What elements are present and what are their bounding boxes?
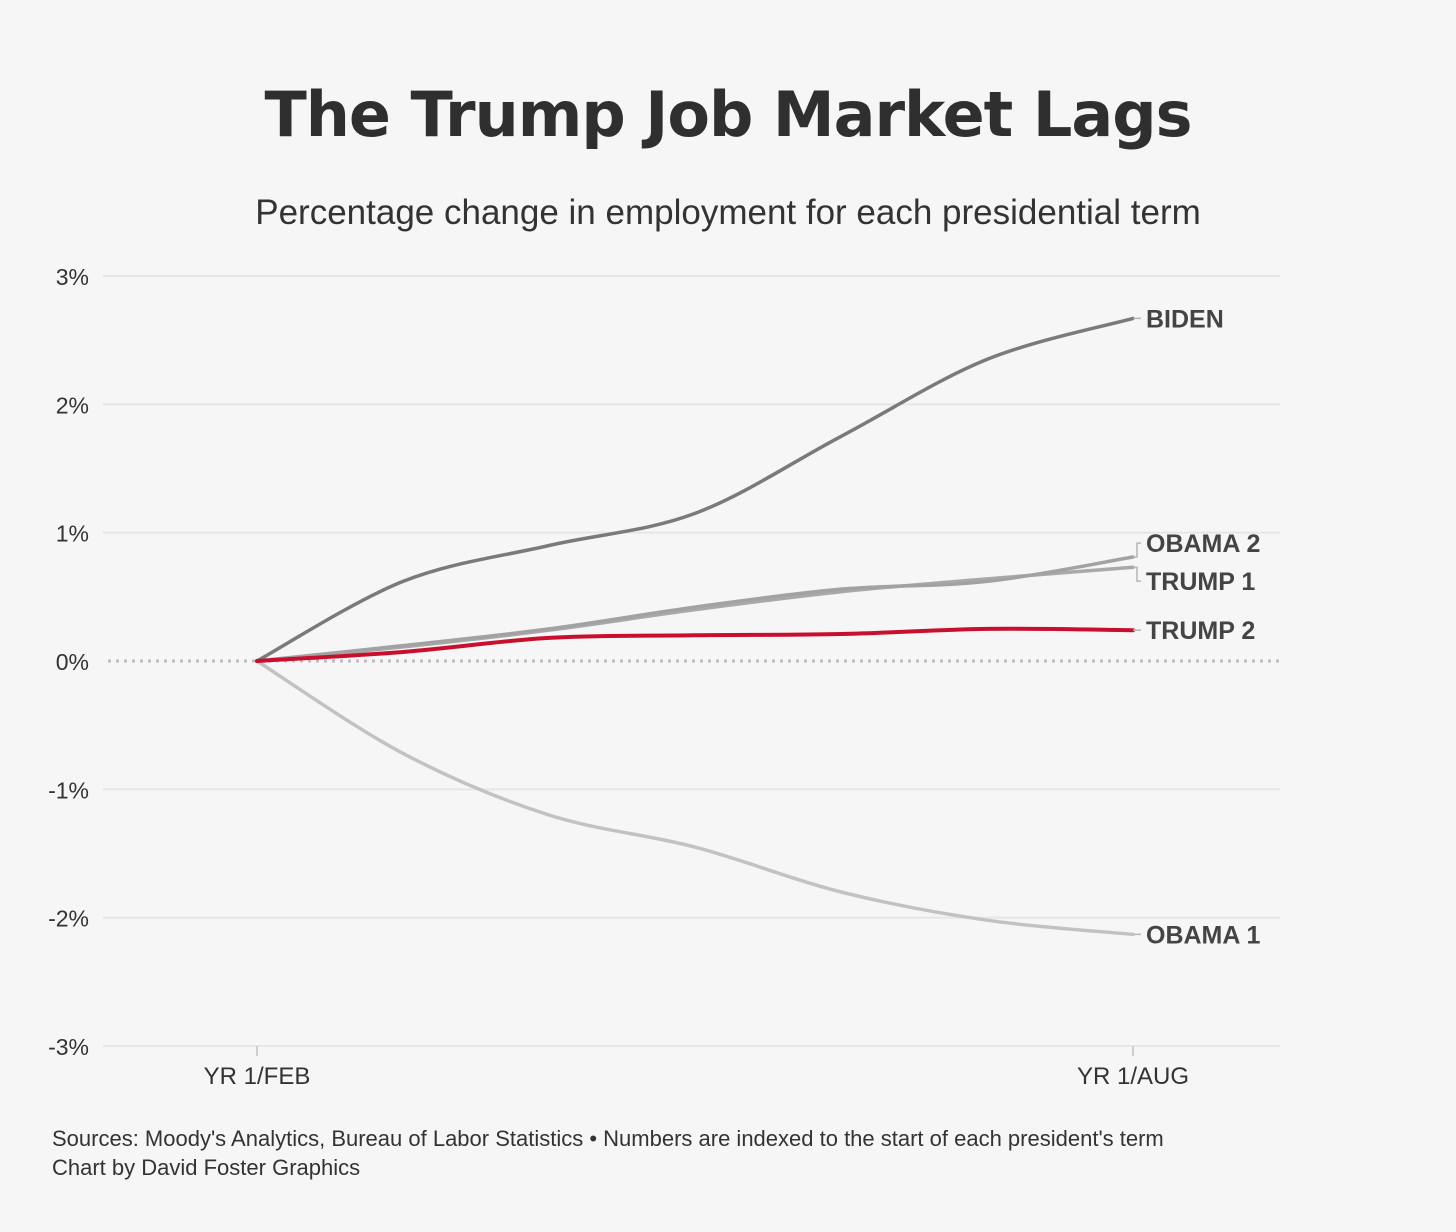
line-chart: 3% 2% 1% 0% -1% -2% -3% YR 1/FEB YR 1/AUG BIDEN…	[48, 264, 1280, 1090]
series-label-obama-1: OBAMA 1	[1133, 921, 1260, 949]
sources-note: Sources: Moody's Analytics, Bureau of La…	[52, 1126, 1164, 1151]
label-leader	[1133, 542, 1141, 558]
series-label-trump-1: TRUMP 1	[1133, 566, 1255, 596]
chart-footer: Sources: Moody's Analytics, Bureau of La…	[52, 1124, 1164, 1182]
series-line-obama-1	[255, 659, 1135, 937]
y-tick-label: 0%	[56, 649, 89, 675]
chart-credit: Chart by David Foster Graphics	[52, 1155, 361, 1180]
series-line-obama-2	[255, 555, 1135, 663]
x-tick-label: YR 1/AUG	[1077, 1063, 1189, 1090]
y-tick-label: 3%	[56, 264, 89, 290]
series-line-biden	[255, 316, 1135, 663]
gridlines	[103, 275, 1280, 1047]
y-tick-label: 1%	[56, 521, 89, 547]
chart-subtitle: Percentage change in employment for each…	[255, 193, 1201, 232]
y-tick-label: -3%	[48, 1034, 89, 1060]
series-labels: BIDEN OBAMA 2 TRUMP 1 TRUMP 2 OBAMA 1	[1133, 305, 1260, 949]
series-label-text: OBAMA 2	[1146, 530, 1260, 558]
series-label-biden: BIDEN	[1133, 305, 1224, 333]
y-tick-label: -1%	[48, 777, 89, 803]
series-label-obama-2: OBAMA 2	[1133, 530, 1260, 558]
series-label-text: TRUMP 1	[1146, 568, 1255, 596]
series-line-trump-2	[255, 626, 1135, 663]
label-leader	[1133, 566, 1141, 582]
series-label-text: BIDEN	[1146, 305, 1224, 333]
y-tick-label: 2%	[56, 392, 89, 418]
y-axis-ticks: 3% 2% 1% 0% -1% -2% -3%	[48, 264, 89, 1060]
series-label-trump-2: TRUMP 2	[1133, 617, 1255, 645]
x-tick-label: YR 1/FEB	[204, 1063, 311, 1090]
x-axis-ticks: YR 1/FEB YR 1/AUG	[204, 1046, 1189, 1090]
chart-title: The Trump Job Market Lags	[264, 78, 1192, 151]
series-label-text: TRUMP 2	[1146, 617, 1255, 645]
y-tick-label: -2%	[48, 906, 89, 932]
series-lines	[255, 316, 1135, 937]
series-label-text: OBAMA 1	[1146, 921, 1260, 949]
